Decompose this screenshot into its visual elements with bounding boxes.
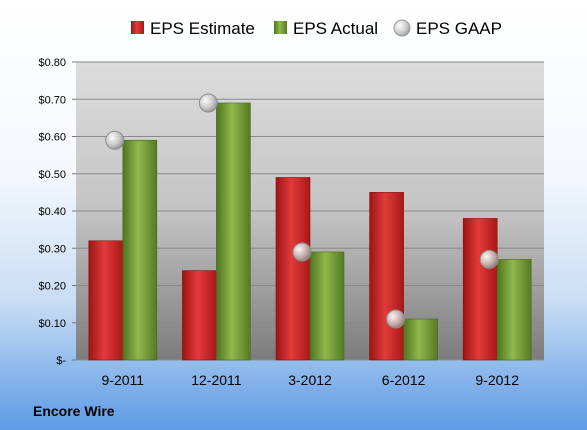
y-tick-label: $0.20 bbox=[38, 281, 66, 293]
x-tick-label: 9-2012 bbox=[475, 372, 519, 388]
y-tick-label: $0.50 bbox=[38, 169, 66, 181]
legend-label-actual: EPS Actual bbox=[293, 19, 378, 38]
bar-eps-estimate bbox=[369, 192, 404, 361]
bar-eps-estimate bbox=[182, 270, 217, 361]
marker-eps-gaap bbox=[479, 249, 499, 269]
legend-label-estimate: EPS Estimate bbox=[150, 19, 255, 38]
y-tick-label: $0.40 bbox=[38, 206, 66, 218]
marker-eps-gaap bbox=[198, 93, 218, 113]
x-tick-label: 9-2011 bbox=[102, 372, 145, 388]
x-axis-labels: 9-2011 12-2011 3-2012 6-2012 9-2012 bbox=[102, 372, 520, 388]
bar-eps-estimate bbox=[88, 240, 124, 361]
legend-label-gaap: EPS GAAP bbox=[416, 19, 502, 38]
bar-eps-estimate bbox=[275, 177, 311, 361]
marker-eps-gaap bbox=[105, 130, 125, 150]
bar-eps-estimate bbox=[462, 218, 498, 361]
legend-swatch-actual bbox=[274, 21, 287, 34]
bar-eps-actual bbox=[403, 318, 438, 361]
gaap-markers bbox=[105, 93, 499, 329]
x-tick-label: 6-2012 bbox=[382, 372, 426, 388]
y-tick-label: $0.10 bbox=[38, 318, 66, 330]
y-tick-label: $0.70 bbox=[38, 94, 66, 106]
x-tick-label: 12-2011 bbox=[191, 372, 242, 388]
legend-marker-gaap bbox=[393, 19, 411, 37]
y-tick-label: $0.30 bbox=[38, 243, 66, 255]
bar-eps-actual bbox=[496, 259, 532, 361]
company-name: Encore Wire bbox=[33, 403, 115, 419]
y-tick-label: $0.80 bbox=[38, 57, 66, 69]
bar-eps-actual bbox=[122, 139, 158, 361]
marker-eps-gaap bbox=[386, 309, 406, 329]
bars bbox=[88, 102, 532, 361]
y-tick-label: $- bbox=[56, 355, 66, 367]
legend-swatch-estimate bbox=[131, 21, 144, 34]
bar-eps-actual bbox=[309, 251, 345, 361]
x-tick-label: 3-2012 bbox=[288, 372, 332, 388]
legend: EPS Estimate EPS Actual EPS GAAP bbox=[131, 19, 502, 38]
y-tick-label: $0.60 bbox=[38, 132, 66, 144]
y-axis-ticks: $- $0.10 $0.20 $0.30 $0.40 $0.50 $0.60 $0.70 $0.… bbox=[38, 57, 66, 367]
bar-eps-actual bbox=[216, 102, 251, 361]
marker-eps-gaap bbox=[292, 242, 312, 262]
